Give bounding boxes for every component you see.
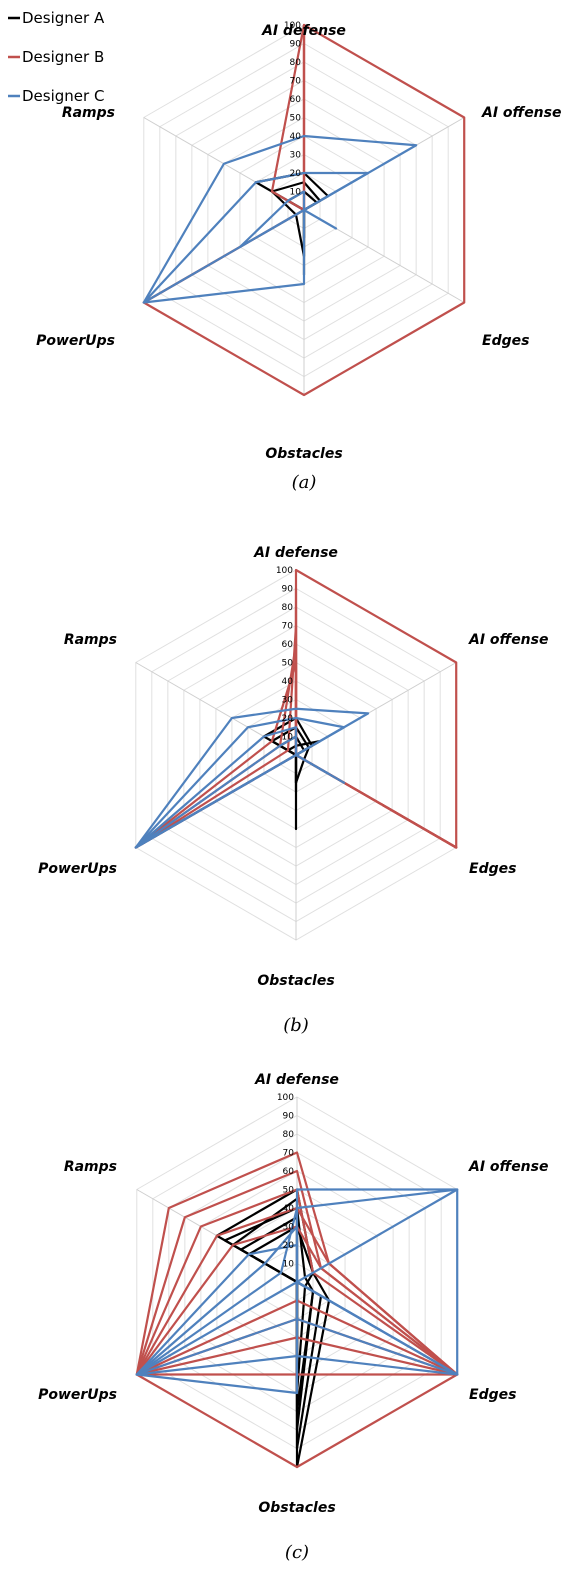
radar-chart-c: 10 20 30 40 50 60 70 80 90 100 AI defense AI offens…	[38, 1072, 548, 1563]
chart-caption: (a)	[292, 472, 317, 493]
axis-label: Ramps	[64, 1159, 117, 1175]
tick-label: 60	[290, 95, 302, 105]
legend: Designer A Designer B Designer C	[8, 9, 105, 105]
tick-labels: 10 20 30 40 50 60 70 80 90 100	[276, 566, 293, 743]
tick-label: 100	[284, 21, 301, 31]
tick-label: 70	[282, 622, 294, 632]
tick-label: 60	[282, 640, 294, 650]
axis-label: Obstacles	[257, 973, 334, 989]
series-line	[135, 1243, 459, 1376]
tick-label: 20	[283, 1241, 295, 1251]
series-group	[135, 1151, 459, 1469]
axis-label: Obstacles	[265, 446, 342, 462]
series-line	[142, 171, 370, 304]
tick-label: 20	[290, 169, 302, 179]
tick-label: 100	[276, 566, 293, 576]
axis-label: AI offense	[481, 105, 561, 121]
axis-label: Obstacles	[258, 1500, 335, 1516]
tick-labels: 10 20 30 40 50 60 70 80 90 100	[284, 21, 301, 198]
chart-caption: (c)	[285, 1542, 309, 1563]
radar-chart-b: 10 20 30 40 50 60 70 80 90 100 AI defense AI offens…	[38, 545, 548, 1036]
legend-item: Designer C	[8, 87, 104, 105]
tick-label: 100	[277, 1093, 294, 1103]
axis-label: Ramps	[62, 105, 115, 121]
axis-labels: AI defense AI offense Edges Obstacles PowerU…	[38, 1072, 548, 1516]
tick-label: 50	[283, 1186, 295, 1196]
tick-label: 30	[282, 696, 294, 706]
axis-label: Edges	[469, 861, 516, 877]
chart-caption: (b)	[283, 1015, 309, 1036]
legend-label: Designer C	[22, 87, 104, 105]
axis-label: PowerUps	[38, 861, 117, 877]
series-line	[135, 1188, 459, 1395]
tick-label: 40	[290, 132, 302, 142]
tick-label: 50	[290, 114, 302, 124]
legend-item: Designer A	[8, 9, 105, 27]
axis-labels: AI defense AI offense Edges Obstacles PowerU…	[36, 23, 561, 462]
axis-label: AI defense	[254, 1072, 339, 1088]
series-group	[142, 23, 466, 397]
series-group	[134, 568, 458, 849]
tick-label: 70	[283, 1149, 295, 1159]
tick-label: 10	[283, 1260, 295, 1270]
axis-label: AI defense	[261, 23, 346, 39]
axis-label: AI offense	[468, 632, 548, 648]
series-line	[238, 190, 338, 249]
legend-label: Designer B	[22, 48, 104, 66]
tick-label: 30	[290, 151, 302, 161]
legend-label: Designer A	[22, 9, 105, 27]
tick-label: 70	[290, 77, 302, 87]
legend-item: Designer B	[8, 48, 104, 66]
axis-label: PowerUps	[38, 1387, 117, 1403]
series-line	[142, 134, 418, 304]
tick-label: 90	[282, 585, 294, 595]
axis-label: PowerUps	[36, 333, 115, 349]
tick-label: 50	[282, 659, 294, 669]
axis-label: Ramps	[64, 632, 117, 648]
tick-label: 10	[282, 733, 294, 743]
tick-label: 80	[290, 58, 302, 68]
tick-label: 90	[290, 40, 302, 50]
tick-labels: 10 20 30 40 50 60 70 80 90 100	[277, 1093, 294, 1270]
tick-label: 80	[282, 603, 294, 613]
tick-label: 40	[282, 677, 294, 687]
series-line	[134, 735, 346, 849]
tick-label: 40	[283, 1204, 295, 1214]
tick-label: 20	[282, 714, 294, 724]
tick-label: 90	[283, 1112, 295, 1122]
tick-label: 10	[290, 188, 302, 198]
tick-label: 80	[283, 1130, 295, 1140]
axis-labels: AI defense AI offense Edges Obstacles PowerU…	[38, 545, 548, 989]
tick-label: 60	[283, 1167, 295, 1177]
tick-label: 30	[283, 1223, 295, 1233]
axis-label: AI defense	[253, 545, 338, 561]
axis-label: AI offense	[468, 1159, 548, 1175]
axis-label: Edges	[482, 333, 529, 349]
axis-label: Edges	[469, 1387, 516, 1403]
